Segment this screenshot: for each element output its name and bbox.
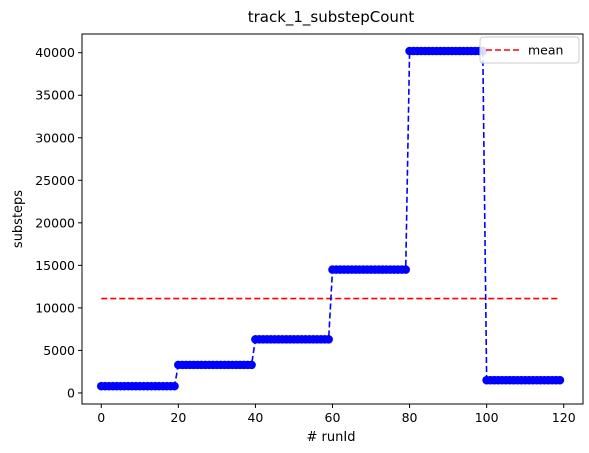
substeps-point — [324, 335, 333, 344]
x-tick-label: 40 — [247, 410, 263, 425]
x-axis-label: # runId — [307, 430, 356, 445]
legend: mean — [479, 36, 580, 64]
y-tick-label: 35000 — [35, 88, 75, 103]
x-tick-label: 120 — [552, 410, 576, 425]
x-tick-label: 20 — [170, 410, 186, 425]
y-axis-label: substeps — [11, 190, 26, 248]
substeps-point — [170, 381, 179, 391]
y-tick-label: 25000 — [35, 173, 75, 188]
y-tick-label: 10000 — [35, 300, 75, 315]
y-tick-label: 15000 — [35, 258, 75, 273]
plot-area — [96, 46, 565, 391]
legend-mean-label: mean — [528, 43, 563, 58]
x-axis: 0 20 40 60 80 100 120 — [97, 404, 576, 425]
y-tick-label: 40000 — [35, 45, 75, 60]
y-tick-label: 0 — [67, 385, 75, 400]
chart-title: track_1_substepCount — [248, 8, 415, 27]
substeps-point — [401, 265, 411, 274]
x-tick-label: 60 — [325, 410, 341, 425]
substeps-point — [247, 360, 256, 370]
x-tick-label: 100 — [475, 410, 499, 425]
substeps-point — [555, 375, 565, 385]
x-tick-label: 80 — [402, 410, 418, 425]
axes-frame — [81, 33, 584, 405]
y-tick-label: 30000 — [35, 130, 75, 145]
x-tick-label: 0 — [97, 410, 105, 425]
legend-box — [479, 36, 580, 64]
y-tick-label: 5000 — [43, 343, 75, 358]
y-axis: 0 5000 10000 15000 20000 25000 30000 35000 40000 — [35, 45, 82, 400]
y-tick-label: 20000 — [35, 215, 75, 230]
